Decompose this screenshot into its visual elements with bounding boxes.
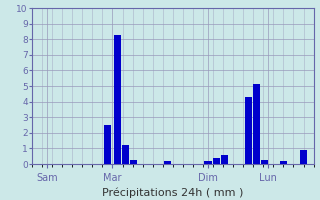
- Bar: [122, 145, 129, 164]
- Bar: [104, 125, 111, 164]
- Bar: [220, 155, 228, 164]
- Bar: [114, 35, 121, 164]
- X-axis label: Précipitations 24h ( mm ): Précipitations 24h ( mm ): [102, 187, 244, 198]
- Bar: [245, 97, 252, 164]
- Bar: [300, 150, 307, 164]
- Bar: [164, 161, 171, 164]
- Bar: [280, 161, 287, 164]
- Bar: [253, 84, 260, 164]
- Bar: [204, 161, 212, 164]
- Bar: [212, 158, 220, 164]
- Bar: [130, 160, 137, 164]
- Bar: [261, 160, 268, 164]
